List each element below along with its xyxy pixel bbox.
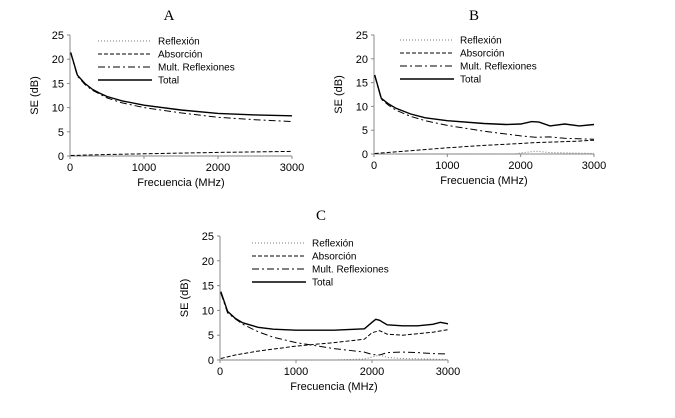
y-axis-label: SE (dB) [179, 279, 191, 318]
y-tick-label: 10 [52, 103, 64, 115]
legend-label: Absorción [460, 49, 504, 60]
legend-label: Total [460, 75, 481, 86]
x-tick-label: 0 [371, 160, 377, 172]
x-tick-label: 2000 [360, 366, 384, 378]
y-tick-label: 15 [356, 78, 368, 90]
x-axis-label: Frecuencia (MHz) [440, 175, 527, 187]
y-tick-label: 20 [202, 256, 214, 268]
y-tick-label: 10 [202, 305, 214, 317]
x-axis-label: Frecuencia (MHz) [290, 381, 377, 393]
y-tick-label: 20 [52, 54, 64, 66]
x-tick-label: 0 [67, 162, 73, 174]
series-line-dotted [220, 354, 449, 361]
legend-label: Absorción [158, 50, 202, 61]
x-axis-label: Frecuencia (MHz) [137, 177, 224, 189]
series-line-dashed [220, 329, 449, 359]
legend-label: Mult. Reflexiones [460, 62, 537, 73]
legend-label: Reflexión [158, 37, 200, 48]
panel-label: B [469, 8, 479, 24]
y-tick-label: 5 [58, 127, 64, 139]
series-line-solid [70, 52, 293, 117]
series-line-solid [374, 74, 595, 127]
y-tick-label: 20 [356, 54, 368, 66]
x-tick-label: 3000 [436, 366, 460, 378]
x-tick-label: 3000 [582, 160, 606, 172]
x-tick-label: 1000 [284, 366, 308, 378]
y-tick-label: 15 [202, 281, 214, 293]
panel-a: A 0 5 10 15 20 25 0 1000 2000 3000 Frecuencia (MHz)… [29, 8, 304, 189]
series-line-dotted [374, 150, 595, 155]
x-tick-label: 3000 [280, 162, 304, 174]
legend-label: Total [158, 76, 179, 87]
y-tick-label: 25 [52, 30, 64, 42]
y-tick-label: 10 [356, 101, 368, 113]
x-tick-label: 1000 [132, 162, 156, 174]
y-axis-label: SE (dB) [333, 75, 345, 114]
panel-label: C [316, 208, 326, 224]
legend-label: Total [312, 278, 333, 289]
y-axis-label: SE (dB) [29, 76, 41, 115]
y-tick-label: 0 [362, 149, 368, 161]
x-tick-label: 0 [217, 366, 223, 378]
series-line-dashed [70, 150, 293, 156]
y-tick-label: 0 [208, 355, 214, 367]
legend-label: Reflexión [312, 239, 354, 250]
y-tick-label: 0 [58, 151, 64, 163]
x-tick-label: 1000 [435, 160, 459, 172]
panel-c: C 0 5 10 15 20 25 0 1000 2000 3000 Frecuencia (MHz)… [179, 208, 460, 393]
legend-label: Absorción [312, 252, 356, 263]
y-tick-label: 5 [362, 125, 368, 137]
legend-label: Mult. Reflexiones [312, 265, 389, 276]
series-line-dashdot [374, 75, 595, 140]
panel-b: B 0 5 10 15 20 25 0 1000 2000 3000 Frecuencia (MHz)… [333, 8, 606, 187]
legend-label: Reflexión [460, 36, 502, 47]
series-line-solid [220, 291, 449, 331]
y-tick-label: 15 [52, 78, 64, 90]
legend-label: Mult. Reflexiones [158, 63, 235, 74]
panel-label: A [164, 8, 175, 24]
x-tick-label: 2000 [508, 160, 532, 172]
y-tick-label: 25 [202, 231, 214, 243]
y-tick-label: 5 [208, 330, 214, 342]
y-tick-label: 25 [356, 30, 368, 42]
x-tick-label: 2000 [206, 162, 230, 174]
series-line-dashdot [220, 292, 449, 356]
series-line-dashed [374, 139, 595, 154]
